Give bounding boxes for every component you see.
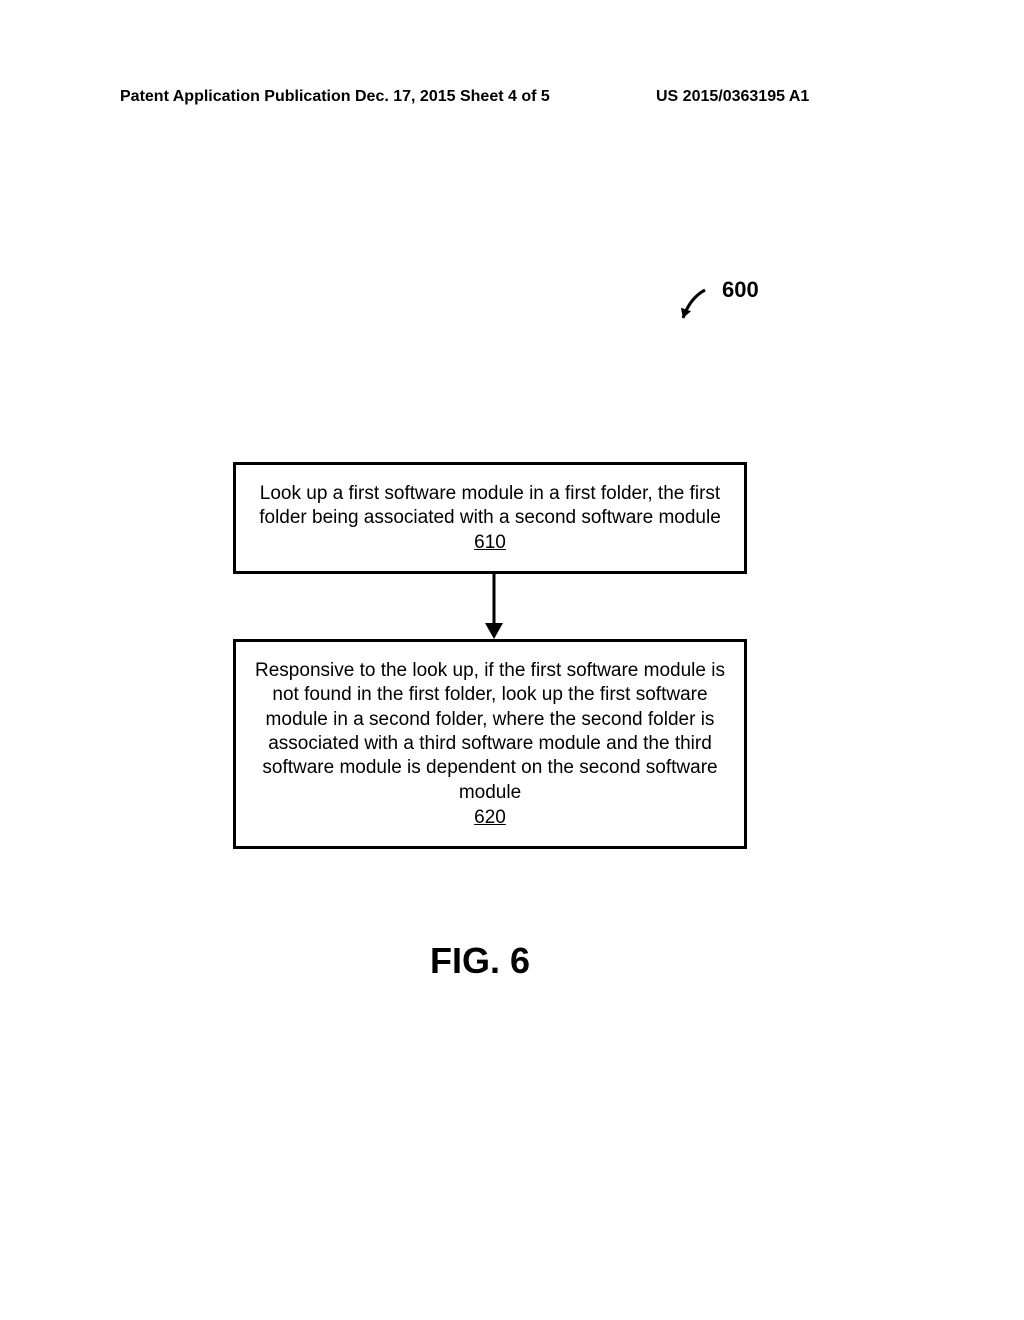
- page-root: Patent Application Publication Dec. 17, …: [0, 0, 1024, 1320]
- flowchart-connector-arrow: [0, 0, 1024, 1320]
- figure-caption: FIG. 6: [430, 940, 530, 982]
